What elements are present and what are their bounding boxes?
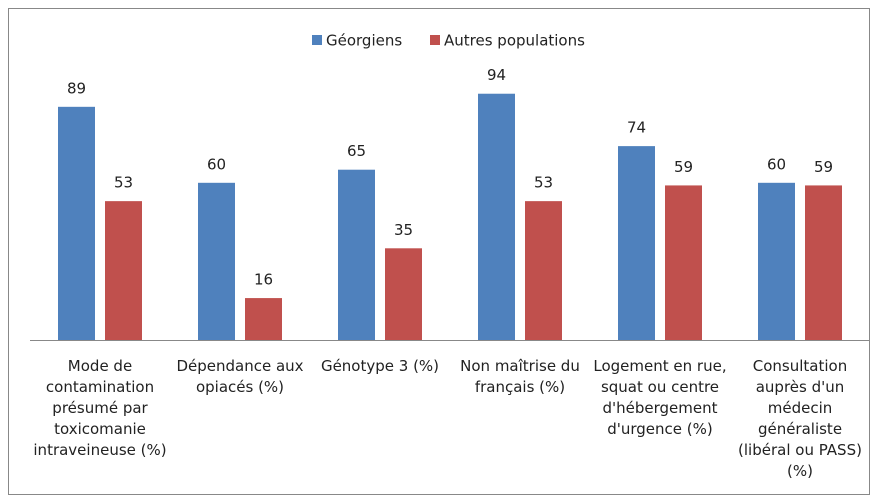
x-tick-label: Logement en rue, squat ou centre d'héber… xyxy=(593,357,727,438)
bar xyxy=(478,93,515,340)
bar xyxy=(665,185,702,340)
data-label: 35 xyxy=(394,221,413,239)
bar xyxy=(385,248,422,340)
legend-swatch xyxy=(430,35,440,45)
x-tick-label: Non maîtrise du français (%) xyxy=(460,357,580,396)
data-label: 74 xyxy=(627,119,646,137)
x-tick-label: Génotype 3 (%) xyxy=(320,357,440,375)
x-tick-label: Consultation auprès d'un médecin général… xyxy=(738,357,862,480)
data-label: 60 xyxy=(207,155,226,173)
bar xyxy=(198,182,235,340)
bar xyxy=(525,201,562,340)
bar xyxy=(105,201,142,340)
data-label: 53 xyxy=(534,174,553,192)
legend-swatch xyxy=(312,35,322,45)
x-tick-label: Dépendance aux opiacés (%) xyxy=(176,357,304,396)
data-label: 59 xyxy=(674,158,693,176)
chart-border xyxy=(8,8,870,495)
bar xyxy=(58,106,95,340)
legend-label: Autres populations xyxy=(444,32,585,50)
legend-label: Géorgiens xyxy=(326,32,402,50)
data-label: 59 xyxy=(814,158,833,176)
data-label: 65 xyxy=(347,142,366,160)
bar xyxy=(618,146,655,340)
bar xyxy=(805,185,842,340)
data-label: 89 xyxy=(67,79,86,97)
bar xyxy=(338,169,375,340)
bar xyxy=(245,298,282,340)
x-tick-label: Mode de contamination présumé par toxico… xyxy=(33,357,167,459)
data-label: 53 xyxy=(114,174,133,192)
data-label: 16 xyxy=(254,271,273,289)
bar xyxy=(758,182,795,340)
data-label: 60 xyxy=(767,155,786,173)
data-label: 94 xyxy=(487,66,506,84)
